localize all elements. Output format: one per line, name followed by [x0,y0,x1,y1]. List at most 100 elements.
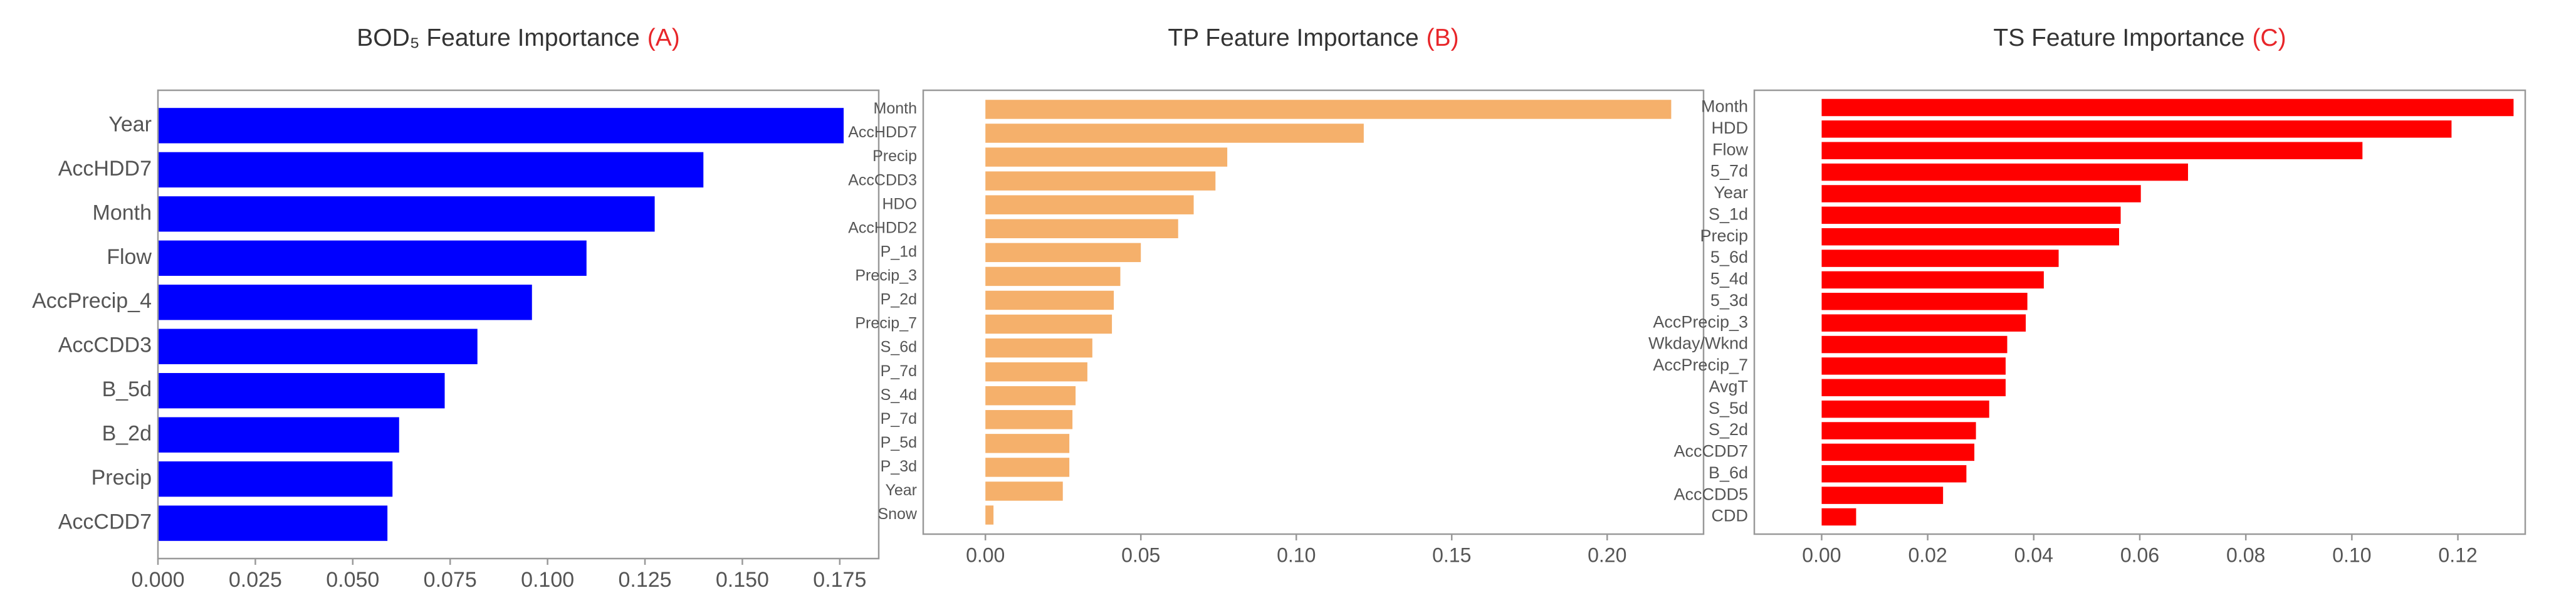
x-tick-label: 0.10 [2332,544,2371,566]
bar [1821,422,1976,439]
plot-frame [922,89,1705,535]
x-tick-label: 0.10 [1277,544,1316,566]
x-tick-label: 0.00 [1802,544,1841,566]
bar [985,219,1178,238]
title-text: BOD₅ Feature Importance [357,24,639,51]
bar [985,481,1063,501]
bar [1821,357,2006,375]
x-tick-label: 0.12 [2438,544,2477,566]
category-label: 5_4d [1710,270,1748,288]
category-label: B_2d [102,422,152,446]
x-tick-label: 0.05 [1121,544,1160,566]
bar [1821,163,2188,181]
x-tick-label: 0.00 [966,544,1005,566]
category-label: 5_7d [1710,162,1748,181]
category-label: S_5d [1709,399,1748,418]
x-tick-label: 0.15 [1432,544,1471,566]
bar [158,505,388,541]
bar [1821,228,2120,246]
category-label: Precip_7 [855,315,917,332]
bar [1821,443,1975,461]
category-label: AccPrecip_7 [1653,355,1748,374]
bar [985,147,1228,167]
bar [1821,206,2121,224]
bar [1821,98,2514,117]
category-label: Flow [1712,140,1749,159]
bar [158,373,445,409]
bar [1821,486,1944,504]
category-label: S_6d [881,339,917,356]
title-text: TP Feature Importance [1168,24,1418,51]
bar [158,461,393,497]
category-label: P_5d [881,434,917,451]
bar [985,314,1113,334]
chart-title: BOD₅ Feature Importance (A) [357,24,679,51]
bar [985,195,1194,214]
category-label: P_2d [881,291,917,308]
bar [1821,314,2026,332]
x-tick-label: 0.04 [2014,544,2053,566]
category-label: 5_3d [1710,291,1748,310]
category-label: AccCDD3 [848,171,917,189]
category-label: Month [1701,97,1748,116]
bar [985,338,1092,358]
bar [985,458,1070,477]
panel-label: (A) [647,24,680,51]
bar [985,124,1364,143]
category-label: S_1d [1709,204,1748,223]
x-tick-label: 0.06 [2120,544,2159,566]
category-label: AccHDD7 [848,124,917,141]
category-label: Year [108,112,152,136]
category-label: Precip [872,147,917,165]
x-tick-label: 0.08 [2226,544,2265,566]
category-label: B_5d [102,377,152,401]
bar [1821,142,2363,159]
category-label: P_7d [881,362,917,380]
panel-label: (B) [1427,24,1459,51]
bar [1821,120,2452,138]
category-label: AccCDD5 [1673,485,1748,503]
x-tick-label: 0.175 [813,568,866,592]
category-label: Snow [877,505,917,523]
x-tick-label: 0.100 [521,568,574,592]
category-label: Precip_3 [855,267,917,285]
bar [1821,335,2008,354]
bar [985,434,1070,453]
bar [1821,293,2028,310]
category-label: AccCDD7 [58,510,152,534]
bar [158,152,704,188]
bar [1821,379,2006,397]
category-label: S_4d [881,386,917,404]
category-label: Wkday/Wknd [1648,334,1748,353]
category-label: AccCDD7 [1673,442,1748,461]
bar [158,108,844,144]
category-label: Month [93,201,152,224]
bar [985,410,1073,429]
chart-title: TP Feature Importance (B) [1168,24,1458,51]
bar [158,329,478,364]
bar [985,505,994,525]
x-tick-label: 0.125 [618,568,671,592]
plot-frame [157,89,880,560]
category-label: P_7d [881,410,917,428]
bar [158,240,587,276]
title-text: TS Feature Importance [1993,24,2244,51]
category-label: P_1d [881,243,917,260]
category-label: AccCDD3 [58,334,152,357]
category-label: HDO [882,195,917,213]
category-label: AvgT [1709,377,1748,396]
category-label: P_3d [881,458,917,475]
category-label: Precip [92,466,152,490]
x-tick-label: 0.025 [229,568,282,592]
category-label: Year [1714,183,1748,202]
bar [1821,185,2141,202]
bar [1821,508,1856,526]
category-label: Year [885,481,917,499]
bar [985,171,1216,191]
bar [985,243,1141,263]
bar [1821,271,2044,289]
bar [985,386,1076,406]
category-label: AccPrecip_3 [1653,312,1748,331]
category-label: Precip [1700,226,1748,245]
